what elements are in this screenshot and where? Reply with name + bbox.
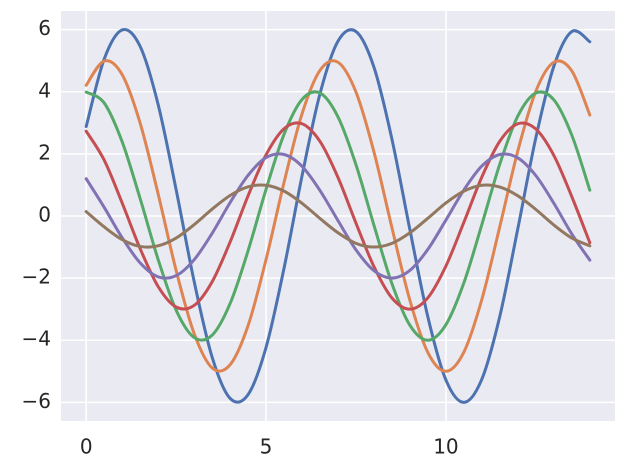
line-series (84, 59, 592, 373)
x-tick-label: 10 (433, 435, 458, 459)
x-tick-label: 0 (80, 435, 93, 459)
y-tick-label: −6 (22, 389, 51, 413)
y-tick-label: 2 (38, 140, 51, 164)
line-series (84, 28, 592, 404)
line-series (84, 183, 592, 249)
y-tick-label: −2 (22, 265, 51, 289)
y-tick-label: 0 (38, 203, 51, 227)
line-series (84, 90, 592, 342)
line-series (84, 152, 592, 280)
y-tick-label: 6 (38, 16, 51, 40)
y-tick-label: 4 (38, 78, 51, 102)
y-tick-label: −4 (22, 327, 51, 351)
line-series (84, 121, 592, 311)
x-tick-label: 5 (260, 435, 273, 459)
